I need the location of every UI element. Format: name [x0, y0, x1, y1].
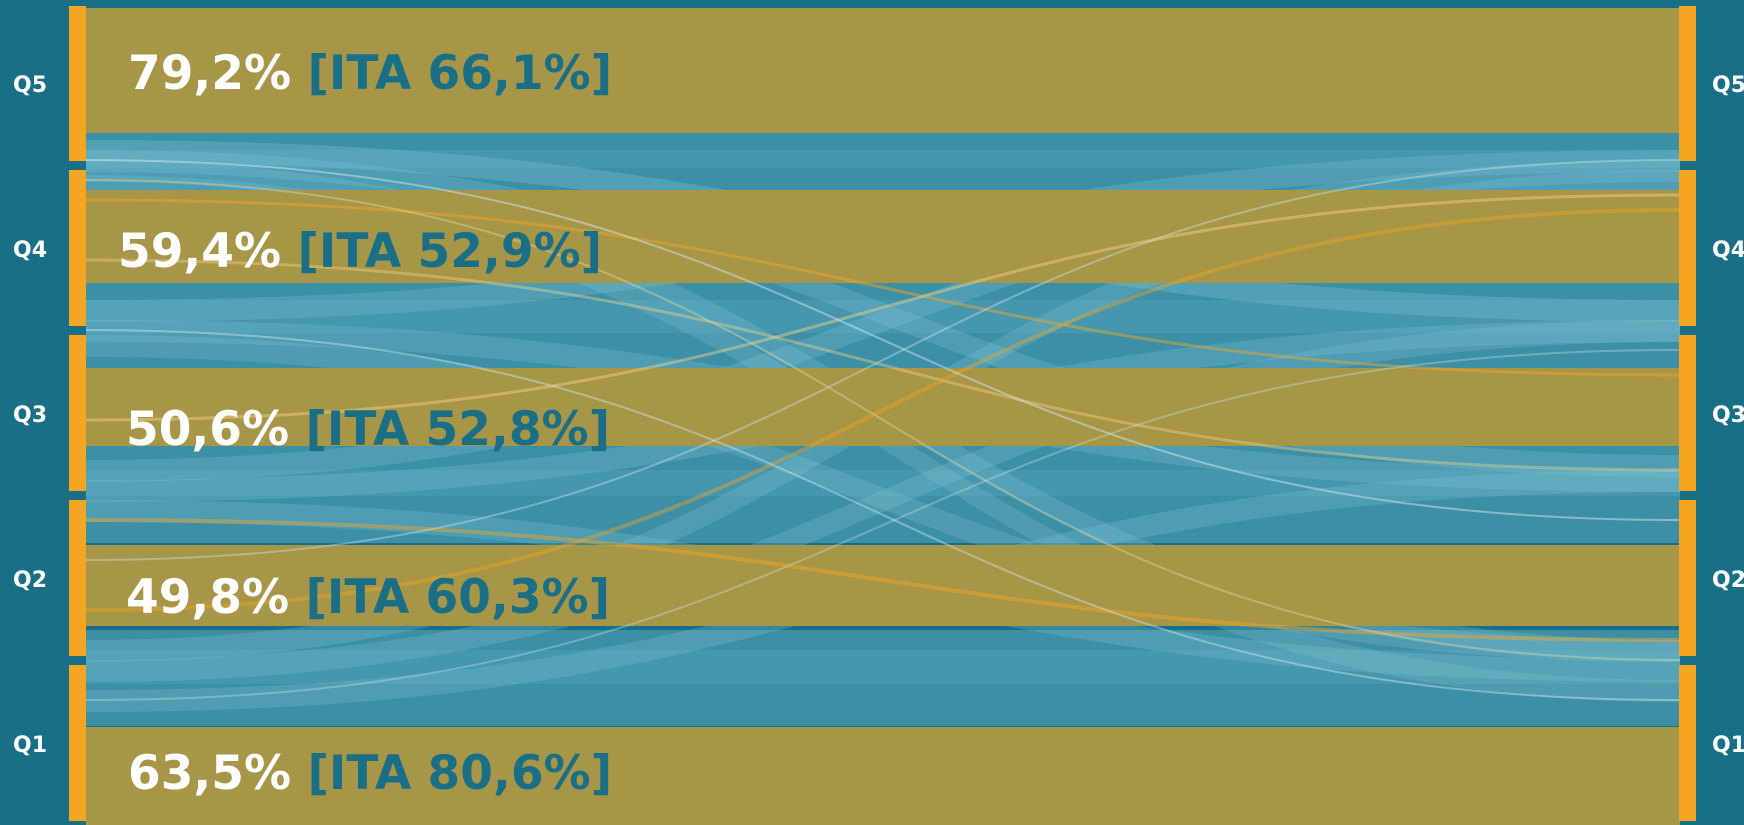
left-node-q1 — [69, 665, 86, 821]
flow-thread-8 — [85, 349, 1681, 701]
right-node-q4 — [1679, 170, 1696, 326]
right-node-q3 — [1679, 335, 1696, 491]
left-node-q3 — [69, 335, 86, 491]
right-node-q2 — [1679, 500, 1696, 656]
stay-band-q5 — [86, 8, 1680, 133]
cross-flow-1 — [86, 150, 1680, 477]
flow-thread-0 — [85, 198, 1681, 377]
persistence-value-q5: 79,2% — [128, 46, 292, 101]
right-label-q5: Q5 — [1712, 73, 1744, 98]
stay-label-q3: 50,6% [ITA 52,8%] — [126, 406, 610, 453]
stay-band-q4 — [86, 190, 1680, 283]
stay-band-q3 — [86, 368, 1680, 446]
right-label-q2: Q2 — [1712, 568, 1744, 593]
stay-band-q1 — [86, 727, 1680, 825]
stay-band-q2 — [86, 545, 1680, 626]
flow-thread-5 — [85, 159, 1681, 521]
flow-thread-9 — [85, 179, 1681, 661]
left-label-q3: Q3 — [13, 403, 48, 428]
left-label-q2: Q2 — [13, 568, 48, 593]
cross-flow-6 — [86, 335, 1680, 662]
flow-thread-1 — [85, 258, 1681, 472]
ita-value-q5: [ITA 66,1%] — [307, 46, 613, 101]
stay-label-q1: 63,5% [ITA 80,6%] — [128, 750, 612, 797]
stay-label-q5: 79,2% [ITA 66,1%] — [128, 50, 612, 97]
left-node-q5 — [69, 6, 86, 161]
persistence-value-q2: 49,8% — [126, 570, 290, 625]
left-label-q4: Q4 — [13, 238, 48, 263]
left-node-q4 — [69, 170, 86, 326]
cross-flow-11 — [86, 320, 1680, 682]
right-node-q1 — [1679, 665, 1696, 821]
cross-flow-7 — [86, 160, 1680, 482]
stay-label-q2: 49,8% [ITA 60,3%] — [126, 574, 610, 621]
flow-thread-4 — [85, 208, 1681, 612]
ita-value-q4: [ITA 52,9%] — [297, 224, 603, 279]
stay-label-q4: 59,4% [ITA 52,9%] — [118, 228, 602, 275]
persistence-value-q1: 63,5% — [128, 746, 292, 801]
transition-band-1 — [86, 150, 1680, 196]
ita-value-q2: [ITA 60,3%] — [305, 570, 611, 625]
left-label-q5: Q5 — [13, 73, 48, 98]
right-label-q3: Q3 — [1712, 403, 1744, 428]
left-label-q1: Q1 — [13, 733, 48, 758]
persistence-value-q4: 59,4% — [118, 224, 282, 279]
flow-thread-6 — [85, 329, 1681, 701]
right-label-q1: Q1 — [1712, 733, 1744, 758]
ita-value-q1: [ITA 80,6%] — [307, 746, 613, 801]
flow-thread-7 — [85, 159, 1681, 561]
persistence-value-q3: 50,6% — [126, 402, 290, 457]
transition-band-7 — [86, 650, 1680, 726]
ita-value-q3: [ITA 52,8%] — [305, 402, 611, 457]
flow-thread-3 — [85, 518, 1681, 642]
flow-thread-2 — [85, 193, 1681, 422]
left-node-q2 — [69, 500, 86, 656]
transition-band-5 — [86, 470, 1680, 543]
right-node-q5 — [1679, 6, 1696, 161]
transition-band-3 — [86, 300, 1680, 372]
right-label-q4: Q4 — [1712, 238, 1744, 263]
